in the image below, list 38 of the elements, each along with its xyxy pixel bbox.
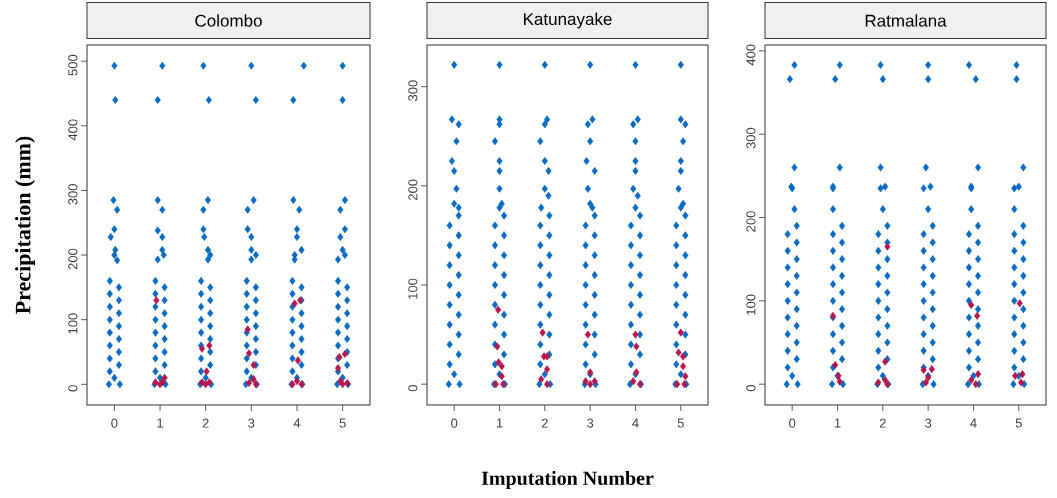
y-tick-label: 500 [68,54,78,76]
y-tick-label: 0 [408,385,418,392]
x-tick-label: 1 [496,418,503,428]
x-tick-label: 0 [789,418,796,428]
y-axis-title: Precipitation (mm) [15,136,35,314]
y-tick-label: 200 [408,179,418,201]
y-tick-label: 400 [68,119,78,141]
y-tick-label: 200 [746,211,756,232]
x-tick-label: 5 [1015,418,1022,428]
x-tick-label: 2 [541,418,548,428]
y-tick-label: 0 [68,385,78,392]
chart-title: Colombo [195,14,262,27]
x-tick-label: 4 [293,418,301,428]
x-tick-label: 3 [587,418,594,428]
x-tick-label: 2 [202,418,209,428]
y-tick-label: 300 [68,184,78,205]
y-tick-label: 100 [68,313,78,334]
chart-title: Katunayake [524,12,612,29]
x-axis-title: Imputation Number [481,470,654,490]
y-tick-label: 100 [408,278,418,299]
y-tick-label: 300 [408,80,418,101]
x-tick-label: 3 [248,418,255,428]
chart-title: Ratmalana [865,14,947,27]
y-tick-label: 200 [68,248,78,270]
x-tick-label: 1 [157,418,164,428]
y-tick-label: 300 [746,127,756,149]
y-tick-label: 100 [746,294,756,315]
x-tick-label: 0 [111,418,118,428]
x-tick-label: 2 [879,418,886,428]
x-tick-label: 5 [677,418,684,428]
x-tick-label: 4 [632,418,639,428]
x-tick-label: 4 [970,418,977,428]
x-tick-label: 5 [339,418,346,428]
y-tick-label: 0 [746,385,756,392]
x-tick-label: 3 [925,418,932,428]
x-tick-label: 1 [834,418,841,428]
x-tick-label: 0 [451,418,458,428]
y-tick-label: 400 [746,44,756,66]
